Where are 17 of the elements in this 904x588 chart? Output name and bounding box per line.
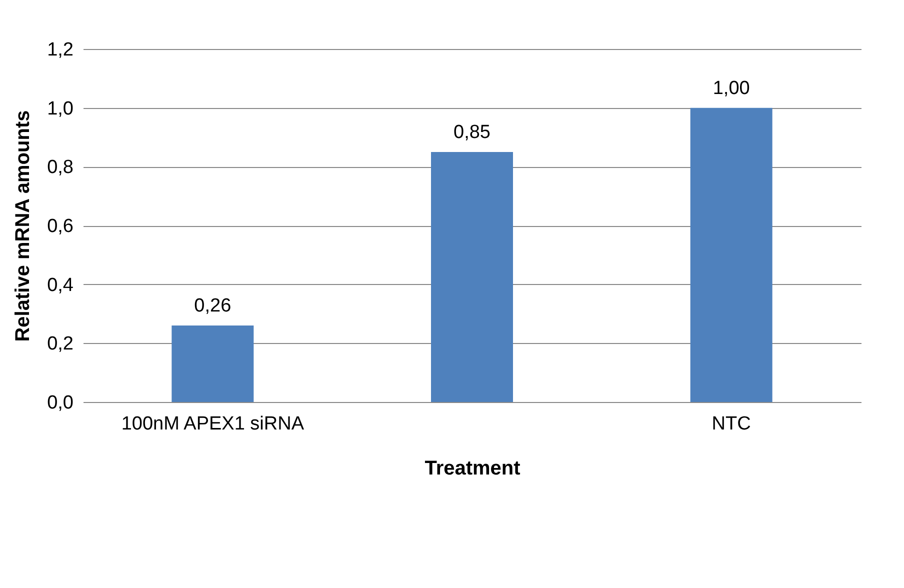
x-tick-label: 100nM APEX1 siRNA <box>121 414 304 434</box>
y-tick-label: 1,2 <box>47 40 74 60</box>
x-tick-label: NTC <box>712 414 751 434</box>
data-label: 0,85 <box>454 122 490 143</box>
y-tick-label: 0,8 <box>47 157 74 178</box>
data-label: 1,00 <box>712 78 750 99</box>
y-tick-label: 0,0 <box>47 392 74 414</box>
y-axis-title: Relative mRNA amounts <box>12 110 34 342</box>
data-label: 0,26 <box>194 296 232 317</box>
bar <box>431 152 513 402</box>
x-axis-title: Treatment <box>424 458 521 480</box>
y-tick-label: 0,6 <box>47 216 74 237</box>
bar <box>690 108 772 402</box>
bar <box>172 326 254 402</box>
y-tick-label: 1,0 <box>47 98 74 120</box>
y-tick-label: 0,4 <box>47 274 74 296</box>
y-tick-label: 0,2 <box>47 334 74 355</box>
